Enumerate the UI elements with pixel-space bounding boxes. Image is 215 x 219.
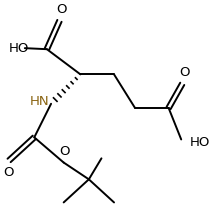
Text: O: O — [56, 3, 67, 16]
Text: O: O — [3, 166, 13, 179]
Text: HO: HO — [9, 42, 29, 55]
Text: HO: HO — [190, 136, 210, 149]
Text: O: O — [179, 65, 190, 79]
Text: O: O — [60, 145, 70, 158]
Text: HN: HN — [29, 95, 49, 108]
